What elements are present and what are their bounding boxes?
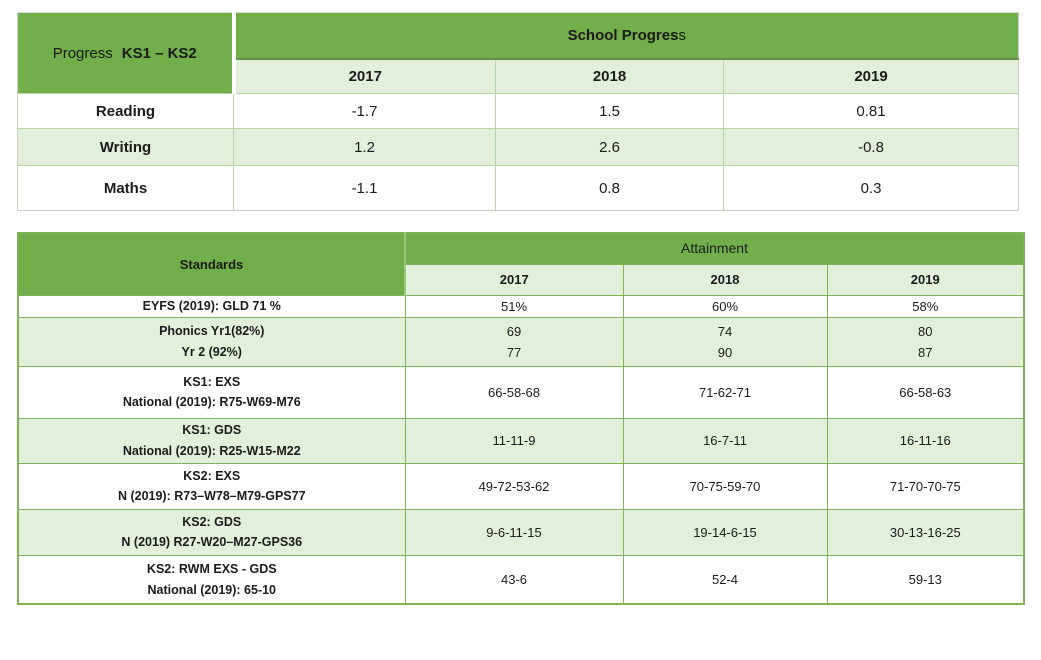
progress-year-2018: 2018 [495,58,724,94]
phonics-2017-value: 69 77 [404,316,624,367]
ks1-exs-2019-value: 66-58-63 [826,365,1025,419]
row-label-reading: Reading [17,93,234,129]
standards-corner-cell: Standards [17,232,406,296]
ks2-exs-2019-value: 71-70-70-75 [826,462,1025,510]
row-label-ks2-gds: KS2: GDS N (2019) R27-W20–M27-GPS36 [17,508,406,556]
writing-2017-value: 1.2 [233,128,496,166]
standards-row-ks2-exs: KS2: EXS N (2019): R73–W78–M79-GPS77 49-… [17,462,1025,510]
progress-corner-cell: Progress KS1 – KS2 [17,12,236,94]
attainment-header: Attainment [404,232,1025,265]
standards-row-ks2-rwm: KS2: RWM EXS - GDS National (2019): 65-1… [17,554,1025,605]
row-label-writing: Writing [17,128,234,166]
row-label-ks2-exs: KS2: EXS N (2019): R73–W78–M79-GPS77 [17,462,406,510]
ks2-rwm-2019-value: 59-13 [826,554,1025,605]
progress-corner-label: Progress [52,44,113,62]
progress-row-maths: Maths -1.1 0.8 0.3 [17,165,1019,211]
standards-table: Standards Attainment 2017 2018 2019 EYFS… [17,232,1026,606]
row-label-ks2-rwm: KS2: RWM EXS - GDS National (2019): 65-1… [17,554,406,605]
progress-row-writing: Writing 1.2 2.6 -0.8 [17,128,1019,166]
ks1-gds-2019-value: 16-11-16 [826,417,1025,464]
school-progress-header: School Progress [233,12,1019,60]
progress-year-2019: 2019 [722,58,1019,94]
writing-2019-value: -0.8 [722,128,1019,166]
standards-year-2019: 2019 [826,263,1025,296]
ks2-exs-2018-value: 70-75-59-70 [622,462,828,510]
phonics-2018-value: 74 90 [622,316,828,367]
row-label-phonics: Phonics Yr1(82%) Yr 2 (92%) [17,316,406,367]
writing-2018-value: 2.6 [495,128,724,166]
ks1-exs-2018-value: 71-62-71 [622,365,828,419]
eyfs-2019-value: 58% [826,294,1025,318]
maths-2018-value: 0.8 [495,165,724,211]
school-progress-title-tail: s [678,26,686,44]
ks2-rwm-2017-value: 43-6 [404,554,624,605]
progress-table: Progress KS1 – KS2 School Progress 2017 2… [17,12,1020,211]
ks1-exs-2017-value: 66-58-68 [404,365,624,419]
reading-2018-value: 1.5 [495,93,724,129]
phonics-2019-value: 80 87 [826,316,1025,367]
maths-2019-value: 0.3 [722,165,1019,211]
ks2-rwm-2018-value: 52-4 [622,554,828,605]
maths-2017-value: -1.1 [233,165,496,211]
standards-year-2017: 2017 [404,263,624,296]
eyfs-2018-value: 60% [622,294,828,318]
standards-row-eyfs: EYFS (2019): GLD 71 % 51% 60% 58% [17,294,1025,318]
row-label-ks1-gds: KS1: GDS National (2019): R25-W15-M22 [17,417,406,464]
standards-row-ks2-gds: KS2: GDS N (2019) R27-W20–M27-GPS36 9-6-… [17,508,1025,556]
standards-year-2018: 2018 [622,263,828,296]
ks1-gds-2017-value: 11-11-9 [404,417,624,464]
ks2-gds-2018-value: 19-14-6-15 [622,508,828,556]
standards-row-ks1-gds: KS1: GDS National (2019): R25-W15-M22 11… [17,417,1025,464]
standards-row-ks1-exs: KS1: EXS National (2019): R75-W69-M76 66… [17,365,1025,419]
row-label-maths: Maths [17,165,234,211]
reading-2017-value: -1.7 [233,93,496,129]
progress-corner-keystage: KS1 – KS2 [121,44,197,62]
ks2-exs-2017-value: 49-72-53-62 [404,462,624,510]
progress-row-reading: Reading -1.7 1.5 0.81 [17,93,1019,129]
progress-year-2017: 2017 [233,58,496,94]
row-label-ks1-exs: KS1: EXS National (2019): R75-W69-M76 [17,365,406,419]
row-label-eyfs: EYFS (2019): GLD 71 % [17,294,406,318]
ks1-gds-2018-value: 16-7-11 [622,417,828,464]
ks2-gds-2019-value: 30-13-16-25 [826,508,1025,556]
reading-2019-value: 0.81 [722,93,1019,129]
eyfs-2017-value: 51% [404,294,624,318]
standards-row-phonics: Phonics Yr1(82%) Yr 2 (92%) 69 77 74 90 … [17,316,1025,367]
ks2-gds-2017-value: 9-6-11-15 [404,508,624,556]
school-progress-title: School Progres [567,26,679,44]
